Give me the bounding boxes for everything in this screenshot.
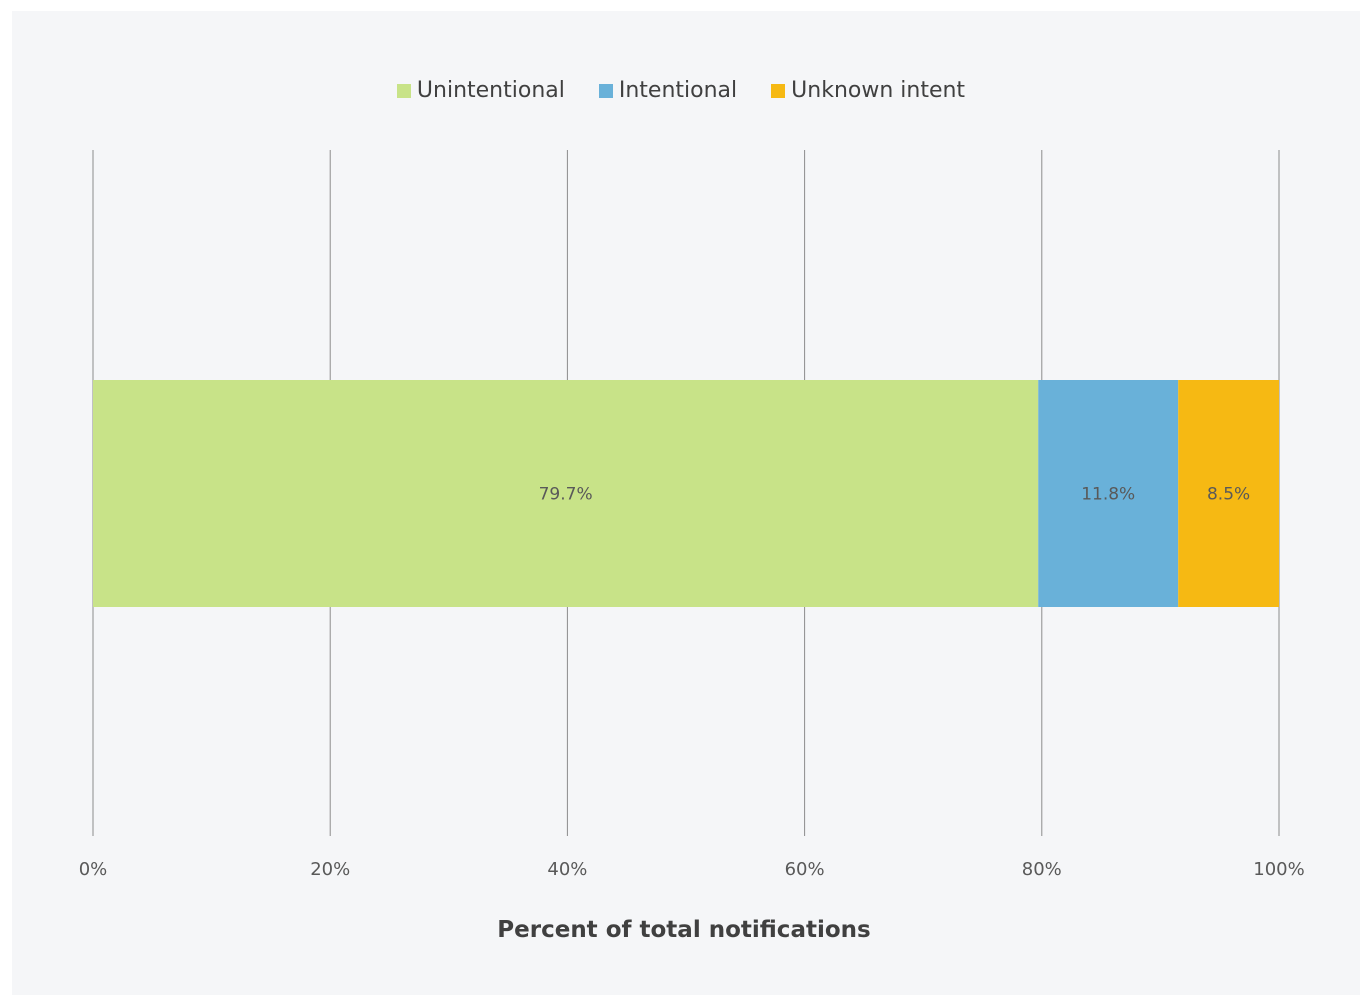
x-tick-label-3: 60%	[785, 859, 825, 880]
data-label-intentional: 11.8%	[1081, 485, 1135, 505]
x-tick-label-4: 80%	[1022, 859, 1062, 880]
data-label-unknown-intent: 8.5%	[1207, 485, 1250, 505]
bar-segment-unknown-intent	[1178, 380, 1279, 607]
bar-segment-unintentional	[93, 380, 1039, 607]
bar-segment-intentional	[1038, 380, 1179, 607]
legend-swatch-unknown-intent	[771, 83, 786, 98]
legend-item-intentional: Intentional	[598, 78, 738, 103]
legend-swatch-unintentional	[396, 83, 411, 98]
bar-segments	[93, 380, 1279, 607]
x-tick-label-5: 100%	[1253, 859, 1304, 880]
legend-label-intentional: Intentional	[618, 78, 738, 103]
x-axis-title: Percent of total notifications	[497, 917, 870, 943]
x-tick-label-0: 0%	[79, 859, 108, 880]
legend-item-unknown-intent: Unknown intent	[771, 78, 965, 103]
x-tick-labels: 0% 20% 40% 60% 80% 100%	[79, 859, 1305, 880]
legend-label-unintentional: Unintentional	[416, 78, 565, 103]
legend: Unintentional Intentional Unknown intent	[0, 78, 1362, 103]
data-labels: 79.7% 11.8% 8.5%	[539, 485, 1251, 505]
data-label-unintentional: 79.7%	[539, 485, 593, 505]
legend-swatch-intentional	[598, 83, 613, 98]
x-tick-label-2: 40%	[547, 859, 587, 880]
legend-item-unintentional: Unintentional	[396, 78, 565, 103]
legend-label-unknown-intent: Unknown intent	[791, 78, 966, 103]
x-tick-label-1: 20%	[310, 859, 350, 880]
